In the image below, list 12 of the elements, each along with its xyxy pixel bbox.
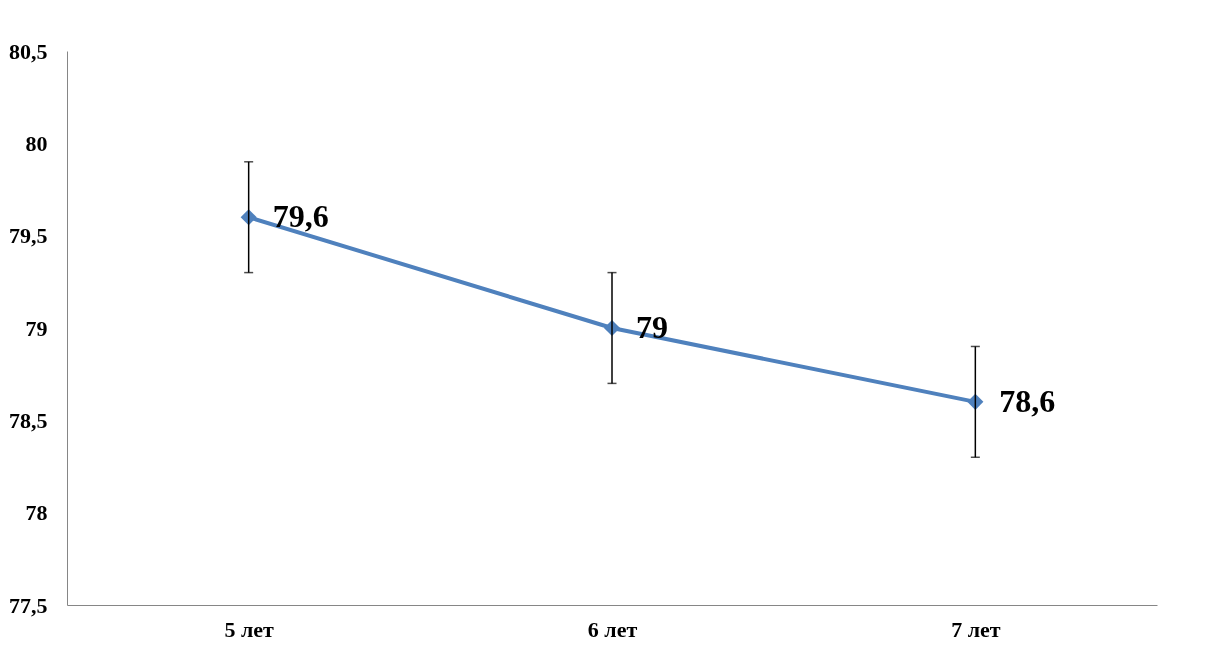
y-tick-label: 78,5 — [9, 407, 48, 433]
y-tick-label: 77,5 — [9, 592, 48, 618]
x-tick-label: 6 лет — [587, 616, 638, 642]
x-tick-label: 5 лет — [224, 616, 275, 642]
y-tick-label: 80,5 — [9, 38, 48, 64]
y-tick-label: 78 — [25, 500, 48, 526]
data-label: 78,6 — [999, 382, 1056, 419]
y-tick-label: 79 — [25, 315, 48, 341]
y-tick-label: 79,5 — [9, 223, 48, 249]
y-tick-label: 80 — [25, 130, 48, 156]
x-tick-label: 7 лет — [951, 616, 1001, 642]
data-label: 79,6 — [272, 198, 329, 235]
